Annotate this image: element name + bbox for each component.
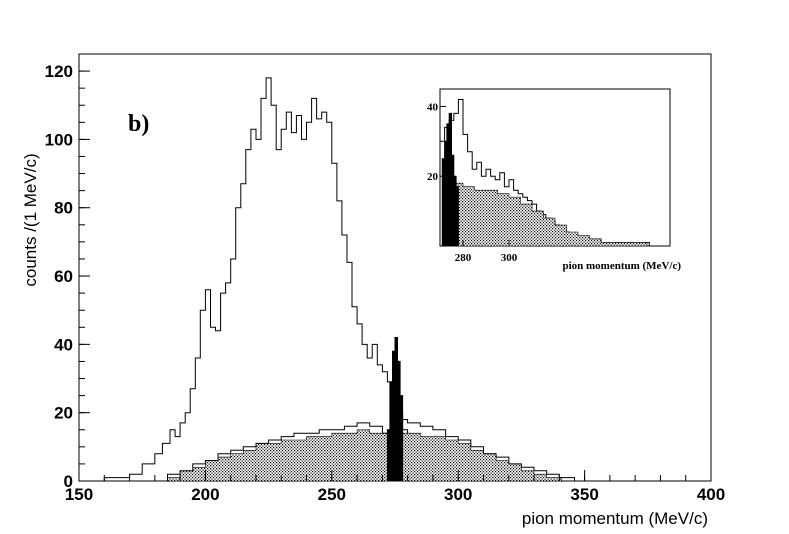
x-tick-label: 300 [501, 252, 518, 264]
y-tick-label: 20 [427, 171, 439, 183]
x-tick-label: 200 [191, 485, 219, 504]
histogram-series-solid-fill [386, 337, 404, 482]
histogram-series-open-outline [103, 77, 449, 481]
inset-plot-area [439, 99, 650, 247]
y-tick-label: 100 [45, 130, 73, 149]
y-tick-label: 80 [54, 199, 73, 218]
inset-x-axis-title: pion momentum (MeV/c) [562, 260, 681, 272]
y-tick-label: 20 [54, 404, 73, 423]
histogram-series-dotted-fill [167, 429, 563, 482]
main-axis-ticks: 150 200 250 300 350 400 0 20 40 60 80 100 120 [45, 53, 725, 504]
x-axis-title: pion momentum (MeV/c) [522, 509, 708, 528]
y-tick-label: 60 [54, 267, 73, 286]
x-tick-label: 280 [455, 252, 472, 264]
x-tick-label: 250 [318, 485, 346, 504]
panel-label: b) [128, 111, 149, 137]
y-axis-title: counts /(1 MeV/c) [21, 153, 40, 286]
inset-histogram-series-dotted-fill [455, 182, 650, 247]
y-tick-label: 0 [64, 472, 73, 491]
y-tick-label: 120 [45, 62, 73, 81]
x-tick-label: 150 [65, 485, 93, 504]
main-plot-area [103, 77, 575, 482]
y-tick-label: 40 [427, 101, 439, 113]
inset-axis-ticks: 280 300 20 40 [427, 101, 518, 264]
x-tick-label: 400 [697, 485, 725, 504]
y-tick-label: 40 [54, 335, 73, 354]
x-tick-label: 350 [570, 485, 598, 504]
histogram-series-open-outline [167, 419, 575, 481]
x-tick-label: 300 [444, 485, 472, 504]
inset-histogram-series-solid-fill [441, 112, 459, 247]
